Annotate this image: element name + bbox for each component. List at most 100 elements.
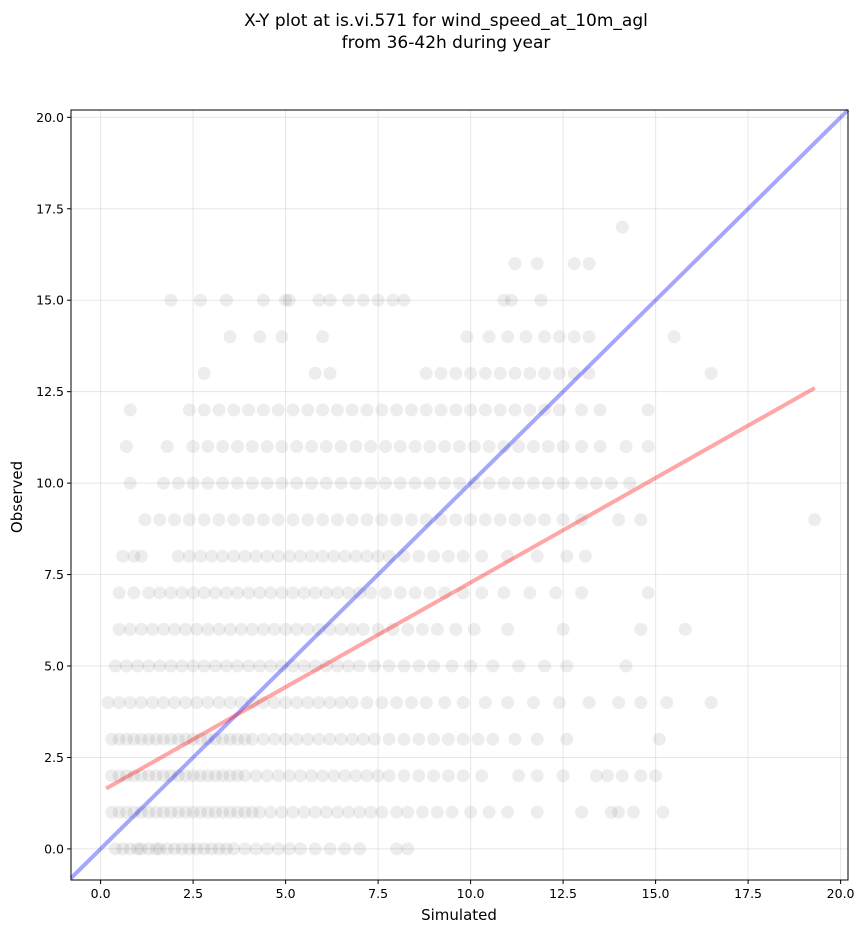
data-point bbox=[434, 366, 448, 380]
data-point bbox=[619, 440, 633, 453]
data-point bbox=[408, 586, 422, 600]
data-point bbox=[275, 440, 289, 453]
data-point bbox=[482, 330, 496, 344]
data-point bbox=[134, 549, 148, 563]
data-point bbox=[512, 659, 526, 673]
data-point bbox=[201, 622, 215, 636]
data-point bbox=[412, 732, 426, 746]
data-point bbox=[179, 805, 193, 819]
data-point bbox=[334, 440, 348, 453]
data-point bbox=[279, 732, 293, 746]
data-point bbox=[512, 476, 526, 490]
data-point bbox=[575, 440, 589, 453]
data-point bbox=[120, 805, 133, 819]
data-point bbox=[201, 769, 215, 783]
data-point bbox=[330, 403, 344, 417]
data-point bbox=[127, 732, 141, 746]
data-point bbox=[423, 476, 437, 490]
data-point bbox=[464, 659, 478, 673]
data-point bbox=[127, 549, 141, 563]
data-point bbox=[242, 403, 256, 417]
data-point bbox=[330, 513, 344, 527]
data-point bbox=[478, 513, 492, 527]
data-point bbox=[338, 769, 352, 783]
data-point bbox=[530, 549, 544, 563]
data-point bbox=[419, 513, 433, 527]
data-point bbox=[475, 769, 489, 783]
data-point bbox=[256, 732, 270, 746]
data-point bbox=[430, 805, 444, 819]
data-point bbox=[634, 769, 648, 783]
data-point bbox=[527, 476, 540, 490]
data-point bbox=[231, 440, 244, 453]
data-point bbox=[112, 805, 126, 819]
data-point bbox=[197, 403, 211, 417]
data-point bbox=[634, 513, 648, 527]
data-point bbox=[182, 842, 196, 856]
data-point bbox=[297, 805, 311, 819]
data-point bbox=[416, 805, 429, 819]
data-point bbox=[412, 659, 426, 673]
data-point bbox=[382, 732, 396, 746]
data-point bbox=[223, 330, 237, 344]
data-point bbox=[157, 622, 170, 636]
data-point bbox=[131, 842, 145, 856]
data-point bbox=[197, 842, 211, 856]
data-point bbox=[208, 659, 222, 673]
data-point bbox=[353, 659, 367, 673]
data-point bbox=[245, 440, 259, 453]
data-point bbox=[305, 476, 318, 490]
data-point bbox=[538, 659, 552, 673]
data-point bbox=[223, 805, 237, 819]
data-point bbox=[527, 440, 540, 453]
data-point bbox=[245, 732, 259, 746]
data-point bbox=[256, 293, 270, 307]
data-point bbox=[319, 440, 333, 453]
data-point bbox=[530, 805, 544, 819]
data-point bbox=[223, 696, 237, 710]
data-point bbox=[512, 769, 526, 783]
data-point bbox=[456, 769, 470, 783]
data-point bbox=[360, 403, 374, 417]
data-point bbox=[123, 696, 137, 710]
data-point bbox=[308, 659, 322, 673]
data-point bbox=[353, 842, 367, 856]
y-tick-label: 10.0 bbox=[36, 476, 64, 491]
data-point bbox=[404, 403, 418, 417]
data-point bbox=[641, 440, 655, 453]
data-point bbox=[560, 549, 574, 563]
data-point bbox=[138, 513, 152, 527]
data-point bbox=[157, 696, 170, 710]
data-point bbox=[390, 696, 404, 710]
data-point bbox=[445, 805, 459, 819]
data-point bbox=[371, 769, 385, 783]
data-points bbox=[101, 220, 822, 856]
data-point bbox=[342, 586, 355, 600]
data-point bbox=[290, 476, 304, 490]
data-point bbox=[201, 805, 215, 819]
data-point bbox=[249, 769, 263, 783]
data-point bbox=[120, 440, 133, 453]
data-point bbox=[623, 476, 637, 490]
data-point bbox=[552, 330, 566, 344]
data-point bbox=[342, 805, 355, 819]
data-point bbox=[227, 549, 241, 563]
data-point bbox=[456, 696, 470, 710]
data-point bbox=[604, 805, 618, 819]
data-point bbox=[360, 696, 374, 710]
data-point bbox=[312, 293, 326, 307]
data-point bbox=[316, 549, 330, 563]
data-point bbox=[231, 659, 244, 673]
data-point bbox=[186, 769, 200, 783]
data-point bbox=[105, 732, 119, 746]
data-point bbox=[142, 769, 156, 783]
data-point bbox=[212, 513, 226, 527]
identity-line bbox=[69, 108, 850, 880]
data-point bbox=[508, 732, 522, 746]
data-point bbox=[197, 513, 211, 527]
data-point bbox=[319, 476, 333, 490]
data-point bbox=[397, 732, 411, 746]
data-point bbox=[171, 549, 185, 563]
data-point bbox=[153, 659, 167, 673]
data-point bbox=[427, 659, 441, 673]
